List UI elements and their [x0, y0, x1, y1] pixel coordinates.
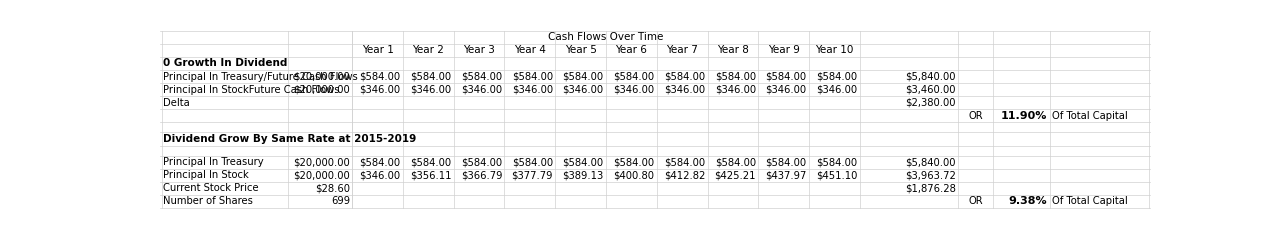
Text: $451.10: $451.10 [817, 170, 858, 180]
Text: $584.00: $584.00 [360, 72, 401, 82]
Text: $584.00: $584.00 [411, 157, 452, 167]
Text: Principal In Stock: Principal In Stock [163, 170, 248, 180]
Text: Of Total Capital: Of Total Capital [1052, 111, 1128, 121]
Text: $412.82: $412.82 [664, 170, 705, 180]
Text: $584.00: $584.00 [411, 72, 452, 82]
Text: $346.00: $346.00 [613, 85, 654, 95]
Text: $584.00: $584.00 [817, 72, 858, 82]
Text: $584.00: $584.00 [817, 157, 858, 167]
Text: $20,000.00: $20,000.00 [293, 157, 349, 167]
Text: $584.00: $584.00 [512, 72, 553, 82]
Text: Year 10: Year 10 [815, 46, 854, 56]
Text: 9.38%: 9.38% [1009, 196, 1047, 206]
Text: $28.60: $28.60 [315, 183, 349, 193]
Text: $584.00: $584.00 [461, 72, 502, 82]
Text: Year 8: Year 8 [717, 46, 749, 56]
Text: $584.00: $584.00 [714, 72, 756, 82]
Text: $584.00: $584.00 [664, 157, 705, 167]
Text: $584.00: $584.00 [563, 72, 604, 82]
Text: $346.00: $346.00 [360, 170, 401, 180]
Text: Dividend Grow By Same Rate at 2015-2019: Dividend Grow By Same Rate at 2015-2019 [163, 134, 416, 144]
Text: $425.21: $425.21 [714, 170, 756, 180]
Text: Year 6: Year 6 [616, 46, 648, 56]
Text: $346.00: $346.00 [360, 85, 401, 95]
Text: $584.00: $584.00 [512, 157, 553, 167]
Text: Year 5: Year 5 [564, 46, 596, 56]
Text: 699: 699 [330, 196, 349, 206]
Text: $584.00: $584.00 [765, 157, 806, 167]
Text: $400.80: $400.80 [613, 170, 654, 180]
Text: $346.00: $346.00 [765, 85, 806, 95]
Text: $366.79: $366.79 [461, 170, 502, 180]
Text: Year 3: Year 3 [463, 46, 495, 56]
Text: Cash Flows Over Time: Cash Flows Over Time [548, 32, 664, 42]
Text: $584.00: $584.00 [664, 72, 705, 82]
Text: $20,000.00: $20,000.00 [293, 170, 349, 180]
Text: Year 7: Year 7 [666, 46, 698, 56]
Text: $346.00: $346.00 [817, 85, 858, 95]
Text: $20,000.00: $20,000.00 [293, 72, 349, 82]
Text: $2,380.00: $2,380.00 [905, 98, 956, 108]
Text: OR: OR [969, 196, 983, 206]
Text: $3,963.72: $3,963.72 [905, 170, 956, 180]
Text: $5,840.00: $5,840.00 [905, 72, 956, 82]
Text: Principal In StockFuture Cash Flows: Principal In StockFuture Cash Flows [163, 85, 339, 95]
Text: $346.00: $346.00 [512, 85, 553, 95]
Text: $3,460.00: $3,460.00 [905, 85, 956, 95]
Text: $584.00: $584.00 [360, 157, 401, 167]
Text: Year 9: Year 9 [768, 46, 800, 56]
Text: Current Stock Price: Current Stock Price [163, 183, 259, 193]
Text: $584.00: $584.00 [613, 72, 654, 82]
Text: $5,840.00: $5,840.00 [905, 157, 956, 167]
Text: $346.00: $346.00 [461, 85, 502, 95]
Text: Of Total Capital: Of Total Capital [1052, 196, 1128, 206]
Text: $1,876.28: $1,876.28 [905, 183, 956, 193]
Text: $584.00: $584.00 [613, 157, 654, 167]
Text: 11.90%: 11.90% [1001, 111, 1047, 121]
Text: $437.97: $437.97 [765, 170, 806, 180]
Text: Delta: Delta [163, 98, 189, 108]
Text: Principal In Treasury: Principal In Treasury [163, 157, 264, 167]
Text: $346.00: $346.00 [411, 85, 452, 95]
Text: Number of Shares: Number of Shares [163, 196, 253, 206]
Text: $346.00: $346.00 [714, 85, 756, 95]
Text: $346.00: $346.00 [563, 85, 604, 95]
Text: $346.00: $346.00 [664, 85, 705, 95]
Text: $356.11: $356.11 [410, 170, 452, 180]
Text: $389.13: $389.13 [562, 170, 604, 180]
Text: $584.00: $584.00 [714, 157, 756, 167]
Text: 0 Growth In Dividend: 0 Growth In Dividend [163, 58, 288, 68]
Text: Year 1: Year 1 [362, 46, 393, 56]
Text: Year 2: Year 2 [412, 46, 444, 56]
Text: $584.00: $584.00 [563, 157, 604, 167]
Text: Principal In Treasury/Future Cash Flows: Principal In Treasury/Future Cash Flows [163, 72, 358, 82]
Text: $377.79: $377.79 [512, 170, 553, 180]
Text: Year 4: Year 4 [515, 46, 545, 56]
Text: OR: OR [969, 111, 983, 121]
Text: $20,000.00: $20,000.00 [293, 85, 349, 95]
Text: $584.00: $584.00 [461, 157, 502, 167]
Text: $584.00: $584.00 [765, 72, 806, 82]
